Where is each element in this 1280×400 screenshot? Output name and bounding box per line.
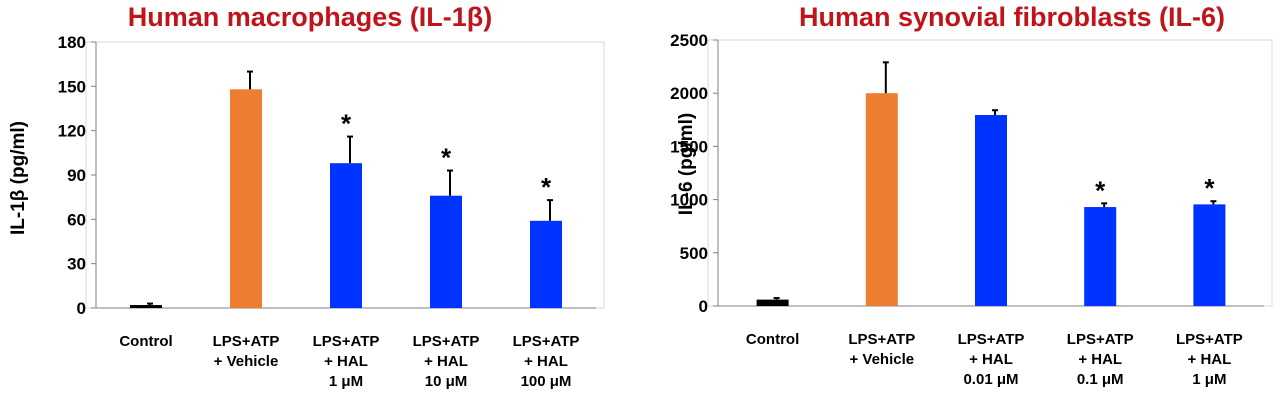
chart-il1b: Human macrophages (IL-1β) IL-1β (pg/ml) 0 3…: [8, 2, 605, 390]
bar: [130, 305, 162, 308]
significance-star: *: [341, 109, 352, 139]
y-axis-label: IL-6 (pg/ml): [676, 113, 697, 215]
x-tick-label: LPS+ATP + HAL 1 μM: [1176, 331, 1243, 388]
y-tick-label: 0: [77, 299, 86, 318]
y-axis-label: IL-1β (pg/ml): [8, 121, 29, 235]
bar: [430, 195, 462, 308]
x-tick-label: LPS+ATP + Vehicle: [848, 331, 915, 368]
significance-star: *: [441, 143, 452, 173]
bar: [1084, 207, 1117, 306]
y-tick-label: 0: [699, 297, 708, 316]
bar: [975, 115, 1007, 307]
bar: [1193, 204, 1226, 306]
chart-panel-il1b: Human macrophages (IL-1β) IL-1β (pg/ml) 0 3…: [8, 2, 605, 390]
chart-title: Human macrophages (IL-1β): [128, 2, 493, 32]
x-tick-label: LPS+ATP + Vehicle: [213, 333, 280, 370]
y-tick-label: 150: [58, 77, 86, 96]
y-tick-label: 1000: [670, 191, 708, 210]
x-tick-label: Control: [746, 331, 799, 348]
y-tick-label: 30: [67, 255, 86, 274]
significance-star: *: [1204, 173, 1215, 203]
x-tick-label: LPS+ATP + HAL 100 μM: [513, 333, 580, 390]
y-tick-label: 60: [67, 210, 86, 229]
y-tick-label: 2500: [670, 31, 708, 50]
bar: [756, 299, 789, 306]
x-tick-label: LPS+ATP + HAL 10 μM: [413, 333, 480, 390]
significance-star: *: [1095, 175, 1106, 205]
y-tick-label: 500: [680, 244, 708, 263]
bar: [330, 163, 362, 308]
y-tick-label: 120: [58, 122, 86, 141]
x-tick-label: Control: [119, 333, 172, 350]
x-tick-label: LPS+ATP + HAL 0.1 μM: [1067, 331, 1134, 388]
bar: [865, 93, 898, 306]
y-tick-label: 90: [67, 166, 86, 185]
significance-star: *: [541, 172, 552, 202]
bar: [230, 89, 262, 309]
chart-title: Human synovial fibroblasts (IL-6): [799, 2, 1225, 32]
y-tick-label: 2000: [670, 84, 708, 103]
x-tick-label: LPS+ATP + HAL 0.01 μM: [958, 331, 1025, 388]
chart-panel-il6: Human synovial fibroblasts (IL-6) IL-6 (p…: [640, 0, 1280, 400]
chart-il6: Human synovial fibroblasts (IL-6) IL-6 (p…: [670, 2, 1273, 388]
y-tick-label: 1500: [670, 137, 708, 156]
bar: [530, 220, 562, 308]
x-tick-label: LPS+ATP + HAL 1 μM: [313, 333, 380, 390]
y-tick-label: 180: [58, 33, 86, 52]
